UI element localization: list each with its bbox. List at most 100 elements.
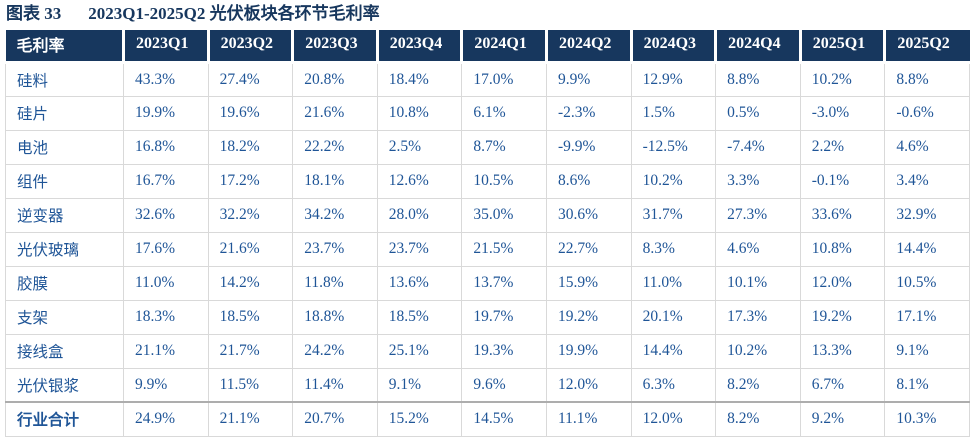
- value-cell: 17.3%: [715, 299, 801, 335]
- value-cell: 3.4%: [884, 163, 970, 199]
- value-cell: 21.6%: [207, 231, 294, 267]
- value-cell: 20.1%: [630, 299, 717, 335]
- value-cell: 17.2%: [207, 163, 294, 199]
- value-cell: 21.7%: [207, 333, 294, 369]
- header-cell-quarter: 2025Q2: [883, 30, 970, 64]
- table-row: 光伏玻璃 17.6% 21.6% 23.7% 23.7% 21.5% 22.7% 8.3% 4.…: [5, 231, 970, 267]
- table-row: 组件 16.7% 17.2% 18.1% 12.6% 10.5% 8.6% 10.2% 3.3%…: [5, 163, 970, 199]
- value-cell: 12.0%: [545, 367, 632, 403]
- row-label: 组件: [5, 163, 124, 199]
- value-cell: 13.6%: [376, 265, 463, 301]
- value-cell: 18.5%: [207, 299, 294, 335]
- value-cell: 8.7%: [461, 129, 547, 165]
- value-cell: 27.4%: [207, 61, 294, 97]
- value-cell: 11.0%: [123, 265, 209, 301]
- table-row-total: 行业合计 24.9% 21.1% 20.7% 15.2% 14.5% 11.1% 12.0% 8…: [5, 401, 970, 437]
- value-cell: 21.6%: [292, 95, 378, 131]
- header-cell-quarter: 2024Q4: [714, 30, 801, 64]
- table-row: 接线盒 21.1% 21.7% 24.2% 25.1% 19.3% 19.9% 14.4% 10…: [5, 333, 970, 369]
- row-label: 行业合计: [5, 401, 124, 437]
- value-cell: 14.5%: [461, 401, 547, 437]
- figure-number: 图表 33: [6, 4, 62, 23]
- value-cell: 16.7%: [123, 163, 209, 199]
- value-cell: -3.0%: [799, 95, 886, 131]
- value-cell: 19.9%: [545, 333, 632, 369]
- value-cell: -2.3%: [545, 95, 632, 131]
- value-cell: 1.5%: [630, 95, 717, 131]
- value-cell: -0.6%: [884, 95, 970, 131]
- value-cell: 20.7%: [292, 401, 378, 437]
- value-cell: 23.7%: [292, 231, 378, 267]
- value-cell: -12.5%: [630, 129, 717, 165]
- value-cell: 21.5%: [461, 231, 547, 267]
- value-cell: 22.7%: [545, 231, 632, 267]
- value-cell: 14.4%: [884, 231, 970, 267]
- value-cell: 32.2%: [207, 197, 294, 233]
- value-cell: 14.2%: [207, 265, 294, 301]
- value-cell: 32.6%: [123, 197, 209, 233]
- value-cell: -9.9%: [545, 129, 632, 165]
- row-label: 接线盒: [5, 333, 124, 369]
- value-cell: 17.0%: [461, 61, 547, 97]
- value-cell: 8.1%: [884, 367, 970, 403]
- value-cell: 0.5%: [715, 95, 801, 131]
- value-cell: 11.0%: [630, 265, 717, 301]
- value-cell: -7.4%: [715, 129, 801, 165]
- gross-margin-table: 毛利率 2023Q1 2023Q2 2023Q3 2023Q4 2024Q1 2024Q2 2…: [5, 30, 970, 437]
- value-cell: 11.1%: [545, 401, 632, 437]
- value-cell: 18.2%: [207, 129, 294, 165]
- value-cell: 23.7%: [376, 231, 463, 267]
- value-cell: 12.6%: [376, 163, 463, 199]
- value-cell: 25.1%: [376, 333, 463, 369]
- value-cell: 18.8%: [292, 299, 378, 335]
- header-cell-metric: 毛利率: [5, 30, 124, 64]
- value-cell: 18.3%: [123, 299, 209, 335]
- value-cell: 10.1%: [715, 265, 801, 301]
- value-cell: -0.1%: [799, 163, 886, 199]
- value-cell: 18.1%: [292, 163, 378, 199]
- row-label: 光伏玻璃: [5, 231, 124, 267]
- value-cell: 27.3%: [715, 197, 801, 233]
- header-cell-quarter: 2023Q2: [206, 30, 293, 64]
- header-cell-quarter: 2025Q1: [798, 30, 885, 64]
- value-cell: 12.0%: [630, 401, 717, 437]
- value-cell: 10.2%: [799, 61, 886, 97]
- value-cell: 6.3%: [630, 367, 717, 403]
- row-label: 逆变器: [5, 197, 124, 233]
- value-cell: 19.2%: [799, 299, 886, 335]
- header-cell-quarter: 2023Q1: [122, 30, 209, 64]
- figure-caption: 2023Q1-2025Q2 光伏板块各环节毛利率: [88, 4, 380, 23]
- value-cell: 21.1%: [207, 401, 294, 437]
- value-cell: 19.7%: [461, 299, 547, 335]
- value-cell: 8.2%: [715, 367, 801, 403]
- value-cell: 6.7%: [799, 367, 886, 403]
- value-cell: 12.9%: [630, 61, 717, 97]
- value-cell: 4.6%: [884, 129, 970, 165]
- value-cell: 11.8%: [292, 265, 378, 301]
- value-cell: 18.4%: [376, 61, 463, 97]
- value-cell: 16.8%: [123, 129, 209, 165]
- header-cell-quarter: 2024Q3: [629, 30, 716, 64]
- value-cell: 2.5%: [376, 129, 463, 165]
- value-cell: 10.8%: [376, 95, 463, 131]
- table-row: 逆变器 32.6% 32.2% 34.2% 28.0% 35.0% 30.6% 31.7% 27…: [5, 197, 970, 233]
- value-cell: 8.8%: [715, 61, 801, 97]
- value-cell: 13.3%: [799, 333, 886, 369]
- value-cell: 9.1%: [376, 367, 463, 403]
- table-row: 支架 18.3% 18.5% 18.8% 18.5% 19.7% 19.2% 20.1% 17.…: [5, 299, 970, 335]
- value-cell: 32.9%: [884, 197, 970, 233]
- value-cell: 15.2%: [376, 401, 463, 437]
- header-cell-quarter: 2024Q1: [460, 30, 547, 64]
- value-cell: 8.8%: [884, 61, 970, 97]
- value-cell: 2.2%: [799, 129, 886, 165]
- table-row: 硅料 43.3% 27.4% 20.8% 18.4% 17.0% 9.9% 12.9% 8.8%…: [5, 61, 970, 97]
- header-cell-quarter: 2024Q2: [544, 30, 632, 64]
- value-cell: 18.5%: [376, 299, 463, 335]
- value-cell: 10.8%: [799, 231, 886, 267]
- row-label: 硅片: [5, 95, 124, 131]
- value-cell: 30.6%: [545, 197, 632, 233]
- value-cell: 14.4%: [630, 333, 717, 369]
- value-cell: 21.1%: [123, 333, 209, 369]
- value-cell: 10.5%: [461, 163, 547, 199]
- table-row: 胶膜 11.0% 14.2% 11.8% 13.6% 13.7% 15.9% 11.0% 10.…: [5, 265, 970, 301]
